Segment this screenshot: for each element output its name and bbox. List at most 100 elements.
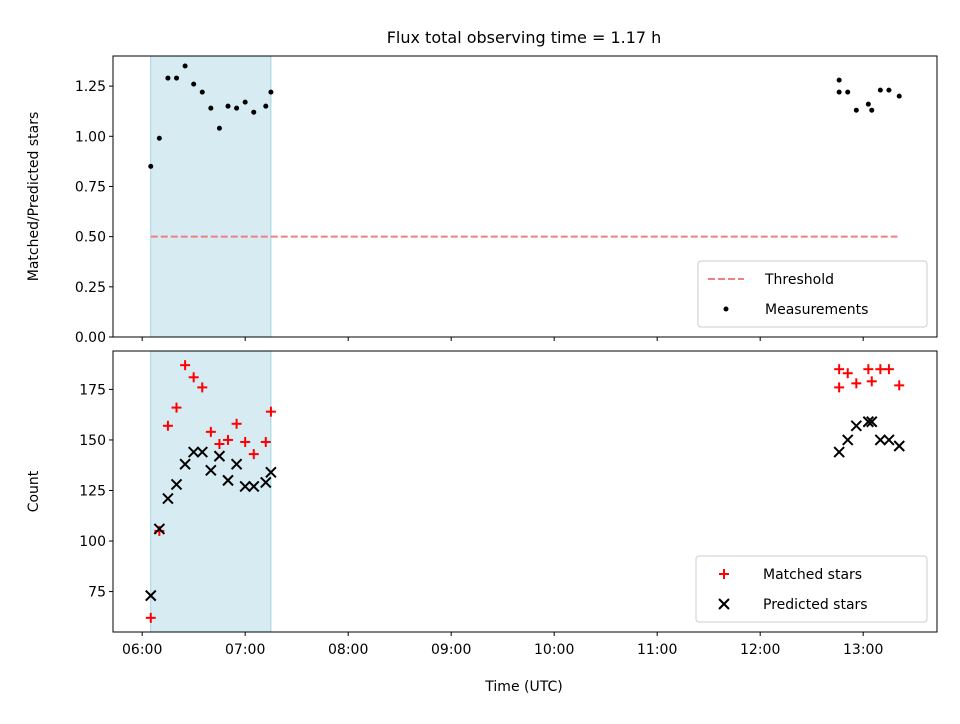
matched-stars-point bbox=[248, 449, 259, 460]
matched-stars-point bbox=[205, 426, 216, 437]
predicted-stars-point bbox=[850, 420, 863, 432]
predicted-stars-point bbox=[179, 458, 191, 470]
measurement-point bbox=[208, 105, 214, 111]
matched-stars-point bbox=[197, 382, 208, 393]
measurement-point bbox=[165, 75, 171, 81]
predicted-stars-point bbox=[153, 523, 166, 535]
matched-stars-point bbox=[180, 360, 191, 371]
predicted-stars-point bbox=[187, 446, 200, 458]
measurement-point bbox=[174, 75, 180, 81]
matched-stars-point bbox=[894, 380, 905, 391]
predicted-stars-point bbox=[170, 478, 183, 491]
chart-title: Flux total observing time = 1.17 h bbox=[387, 28, 662, 47]
measurement-point bbox=[191, 81, 197, 87]
matched-stars-point bbox=[851, 378, 862, 389]
ratio-panel: 0.00 0.25 0.50 0.75 1.00 1.25 Matched/Predicte… bbox=[26, 55, 938, 346]
matched-stars-point bbox=[188, 372, 199, 383]
measurement-point bbox=[263, 103, 269, 109]
measurement-point bbox=[148, 163, 154, 169]
matched-stars-point bbox=[842, 368, 853, 379]
predicted-stars-point bbox=[893, 440, 905, 452]
axes-frame bbox=[112, 55, 938, 338]
matched-stars-point bbox=[223, 434, 234, 445]
x-tick-label: 07:00 bbox=[225, 642, 265, 658]
x-axis-label: Time (UTC) bbox=[484, 679, 562, 695]
matched-stars-point bbox=[162, 420, 173, 431]
matched-stars-point bbox=[863, 364, 874, 375]
matched-stars-point bbox=[875, 364, 886, 375]
measurement-point bbox=[869, 107, 875, 113]
y-tick-label: 150 bbox=[79, 433, 106, 449]
predicted-stars-point bbox=[874, 434, 887, 446]
measurement-point bbox=[896, 93, 902, 99]
predicted-stars-point bbox=[230, 458, 243, 470]
y-tick-label: 0.25 bbox=[75, 280, 106, 296]
matched-stars-point bbox=[171, 402, 182, 413]
y-axis-label: Count bbox=[26, 470, 42, 512]
measurement-point bbox=[251, 109, 257, 115]
measurement-point bbox=[268, 89, 274, 95]
predicted-stars-point bbox=[205, 464, 217, 476]
matched-stars-point bbox=[145, 612, 156, 623]
measurement-point bbox=[234, 105, 240, 111]
predicted-stars-point bbox=[162, 492, 174, 505]
y-tick-label: 125 bbox=[79, 483, 106, 499]
matched-stars-point bbox=[834, 364, 845, 375]
predicted-stars-point bbox=[239, 480, 251, 493]
x-tick-label: 11:00 bbox=[637, 642, 677, 658]
legend-predicted-swatch bbox=[718, 598, 730, 610]
predicted-stars-point bbox=[145, 589, 157, 602]
predicted-stars-point bbox=[862, 416, 875, 428]
y-tick-label: 1.00 bbox=[75, 129, 106, 145]
x-tick-label: 10:00 bbox=[534, 642, 574, 658]
matched-stars-point bbox=[265, 406, 276, 417]
measurement-point bbox=[853, 107, 859, 113]
y-tick-label: 175 bbox=[79, 382, 106, 398]
predicted-stars-point bbox=[196, 446, 208, 458]
y-tick-label: 1.25 bbox=[75, 79, 106, 95]
predicted-stars-point bbox=[213, 450, 226, 462]
matched-stars-point bbox=[883, 364, 894, 375]
measurement-point bbox=[199, 89, 205, 95]
legend-matched-swatch bbox=[719, 569, 729, 579]
y-axis-label: Matched/Predicted stars bbox=[26, 112, 42, 282]
measurement-point bbox=[836, 89, 842, 95]
axes-frame bbox=[112, 350, 938, 633]
measurement-point bbox=[182, 63, 188, 69]
y-tick-label: 100 bbox=[79, 534, 106, 550]
measurement-point bbox=[865, 101, 871, 107]
x-tick-label: 08:00 bbox=[328, 642, 368, 658]
legend-box bbox=[697, 260, 928, 328]
matched-stars-point bbox=[231, 418, 242, 429]
predicted-stars-point bbox=[883, 434, 895, 446]
x-tick-label: 06:00 bbox=[122, 642, 162, 658]
predicted-stars-point bbox=[833, 446, 845, 458]
predicted-stars-point bbox=[260, 476, 272, 489]
measurement-point bbox=[886, 87, 892, 93]
legend-box bbox=[695, 555, 928, 623]
x-tick-label: 09:00 bbox=[431, 642, 471, 658]
matched-stars-point bbox=[240, 436, 251, 447]
measurement-point bbox=[845, 89, 851, 95]
legend-label: Matched stars bbox=[763, 567, 862, 583]
matched-stars-point bbox=[214, 438, 225, 449]
legend-label: Threshold bbox=[764, 272, 834, 288]
observing-window-shade bbox=[150, 350, 272, 633]
legend-label: Measurements bbox=[765, 302, 868, 318]
measurement-point bbox=[216, 125, 222, 131]
y-tick-label: 75 bbox=[88, 585, 106, 601]
y-tick-label: 0.00 bbox=[75, 330, 106, 346]
measurement-point bbox=[836, 77, 842, 83]
matched-stars-point bbox=[866, 376, 877, 387]
measurement-point bbox=[877, 87, 883, 93]
measurement-point bbox=[156, 135, 162, 141]
measurement-point bbox=[225, 103, 231, 109]
observing-window-shade bbox=[150, 55, 272, 338]
predicted-stars-point bbox=[866, 416, 878, 428]
predicted-stars-point bbox=[248, 480, 260, 493]
y-tick-label: 0.75 bbox=[75, 179, 106, 195]
predicted-stars-point bbox=[222, 474, 234, 487]
count-panel: 75 100 125 150 175 06:00 07:00 08:00 09:00 10:00 1… bbox=[26, 350, 938, 658]
matched-stars-point bbox=[834, 382, 845, 393]
